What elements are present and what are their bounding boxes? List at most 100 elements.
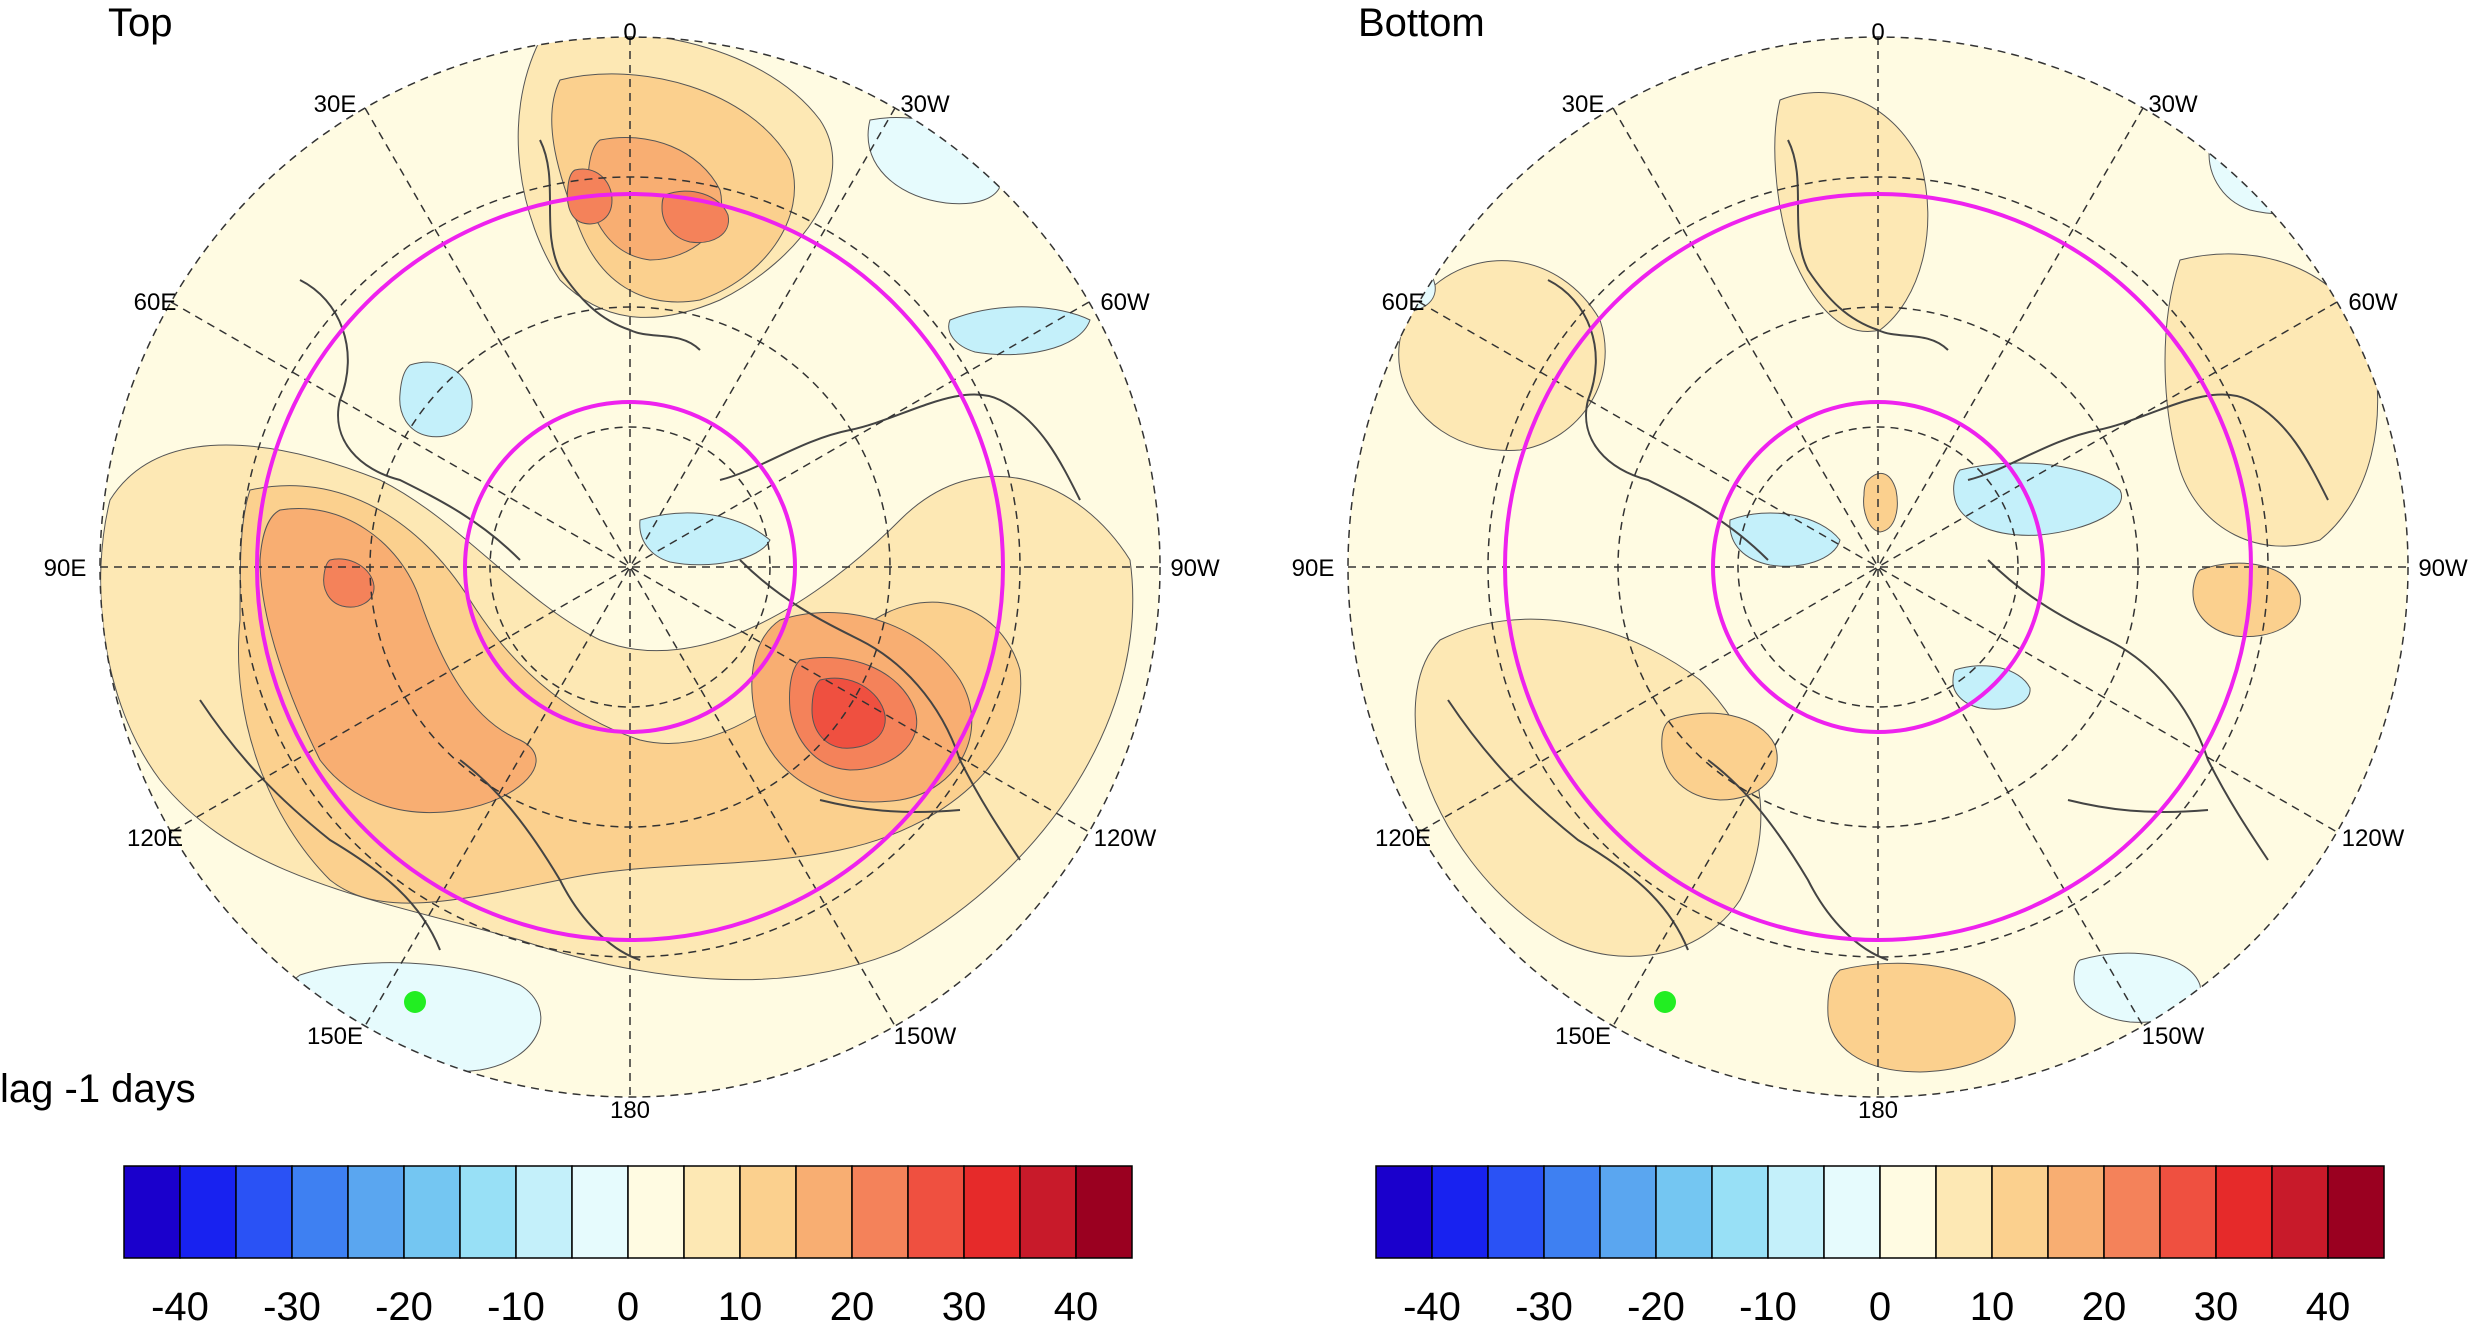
lon-label: 150W xyxy=(894,1023,957,1050)
colorbar-tick-label: -30 xyxy=(1515,1285,1573,1324)
panel-subtitle: lag -1 days xyxy=(0,1067,196,1111)
lon-label: 90W xyxy=(2418,555,2468,582)
shading-region xyxy=(811,677,886,749)
colorbar-cell xyxy=(851,1165,909,1259)
colorbar-cell xyxy=(963,1165,1021,1259)
map-boundary xyxy=(1347,36,2409,1098)
shading-region xyxy=(1729,512,1841,567)
graticule xyxy=(100,37,1160,1097)
lon-label: 30E xyxy=(1562,91,1605,118)
lon-label: 120E xyxy=(127,825,183,852)
colorbar-top: -40 -30 -20 -10 0 10 20 30 40 xyxy=(123,1165,1133,1324)
colorbar-tick-label: 20 xyxy=(830,1285,875,1324)
colorbar-cell xyxy=(1487,1165,1545,1259)
shading-region xyxy=(2164,253,2379,547)
panel-title: Bottom xyxy=(1358,1,1485,45)
colorbar-cell xyxy=(1711,1165,1769,1259)
colorbar-cell xyxy=(907,1165,965,1259)
colorbar-cell xyxy=(1655,1165,1713,1259)
colorbar-tick-label: -10 xyxy=(487,1285,545,1324)
colorbar-tick-label: 0 xyxy=(1869,1285,1891,1324)
colorbar-cell xyxy=(179,1165,237,1259)
colorbar-cell xyxy=(683,1165,741,1259)
colorbar-cell xyxy=(123,1165,181,1259)
lon-label: 150E xyxy=(1555,1023,1611,1050)
colorbar-cell xyxy=(1599,1165,1657,1259)
shading-region xyxy=(948,306,1091,356)
colorbar-cells xyxy=(123,1165,1133,1259)
colorbar-tick-label: -20 xyxy=(1627,1285,1685,1324)
longitude-labels: 0 30W 60W 90W 120W 150W 180 150E 120E 90… xyxy=(44,19,1220,1124)
lon-label: 60W xyxy=(1100,289,1150,316)
shading-region xyxy=(639,512,771,566)
lon-label: 180 xyxy=(1858,1097,1898,1124)
colorbar-cell xyxy=(2327,1165,2385,1259)
colorbar-tick-label: -10 xyxy=(1739,1285,1797,1324)
map-bottom xyxy=(1347,36,2409,1098)
colorbar-cell xyxy=(795,1165,853,1259)
shading-region xyxy=(1953,462,2123,536)
colorbar-cells xyxy=(1375,1165,2385,1259)
colorbar-cell xyxy=(2271,1165,2329,1259)
colorbar-cell xyxy=(1991,1165,2049,1259)
lon-label: 30W xyxy=(2148,91,2198,118)
lon-label: 30W xyxy=(900,91,950,118)
outer-reference-circle xyxy=(1503,192,2253,942)
shading-region xyxy=(284,962,542,1074)
colorbar-cell xyxy=(1935,1165,1993,1259)
colorbar-cell xyxy=(1823,1165,1881,1259)
lon-label: 150W xyxy=(2142,1023,2205,1050)
shading-region xyxy=(1414,618,1762,957)
colorbar-ticks: -40 -30 -20 -10 0 10 20 30 40 xyxy=(151,1285,1098,1324)
colorbar-cell xyxy=(2159,1165,2217,1259)
longitude-labels: 0 30W 60W 90W 120W 150W 180 150E 120E 90… xyxy=(1292,19,2468,1124)
colorbar-bottom: -40 -30 -20 -10 0 10 20 30 40 xyxy=(1375,1165,2385,1324)
colorbar-cell xyxy=(2215,1165,2273,1259)
lon-label: 90E xyxy=(44,555,87,582)
colorbar-cell xyxy=(347,1165,405,1259)
colorbar-cell xyxy=(403,1165,461,1259)
colorbar-cell xyxy=(2103,1165,2161,1259)
colorbar-tick-label: 0 xyxy=(617,1285,639,1324)
anomaly-shading xyxy=(100,37,1134,1074)
panel-title: Top xyxy=(108,1,173,45)
colorbar-cell xyxy=(627,1165,685,1259)
map-top xyxy=(99,36,1161,1098)
colorbar-cell xyxy=(1075,1165,1133,1259)
colorbar-tick-label: -40 xyxy=(151,1285,209,1324)
colorbar-tick-label: 10 xyxy=(718,1285,763,1324)
colorbar-cell xyxy=(459,1165,517,1259)
location-marker xyxy=(1654,991,1676,1013)
map-boundary xyxy=(99,36,1161,1098)
colorbar-cell xyxy=(571,1165,629,1259)
shading-region xyxy=(1661,712,1778,801)
colorbar-tick-label: 10 xyxy=(1970,1285,2015,1324)
colorbar-tick-label: 40 xyxy=(1054,1285,1099,1324)
lon-label: 180 xyxy=(610,1097,650,1124)
lon-label: 0 xyxy=(1871,19,1884,46)
shading-region xyxy=(1398,260,1606,451)
lon-label: 30E xyxy=(314,91,357,118)
lon-label: 120W xyxy=(1094,825,1157,852)
colorbar-tick-label: -20 xyxy=(375,1285,433,1324)
panel-top: 0 30W 60W 90W 120W 150W 180 150E 120E 90… xyxy=(0,1,1220,1324)
colorbar-cell xyxy=(2047,1165,2105,1259)
panel-bottom: 0 30W 60W 90W 120W 150W 180 150E 120E 90… xyxy=(1292,1,2468,1324)
colorbar-ticks: -40 -30 -20 -10 0 10 20 30 40 xyxy=(1403,1285,2350,1324)
shading-region xyxy=(323,558,375,608)
graticule xyxy=(1348,37,2408,1097)
colorbar-cell xyxy=(1431,1165,1489,1259)
colorbar-tick-label: 20 xyxy=(2082,1285,2127,1324)
colorbar-tick-label: -30 xyxy=(263,1285,321,1324)
lon-label: 120E xyxy=(1375,825,1431,852)
inner-reference-circle xyxy=(1711,400,2045,734)
colorbar-cell xyxy=(1543,1165,1601,1259)
shading-region xyxy=(2192,562,2301,638)
colorbar-cell xyxy=(1767,1165,1825,1259)
lon-label: 90E xyxy=(1292,555,1335,582)
shading-region xyxy=(1863,472,1898,533)
lon-label: 0 xyxy=(623,19,636,46)
shading-region xyxy=(399,361,473,438)
colorbar-tick-label: 30 xyxy=(2194,1285,2239,1324)
